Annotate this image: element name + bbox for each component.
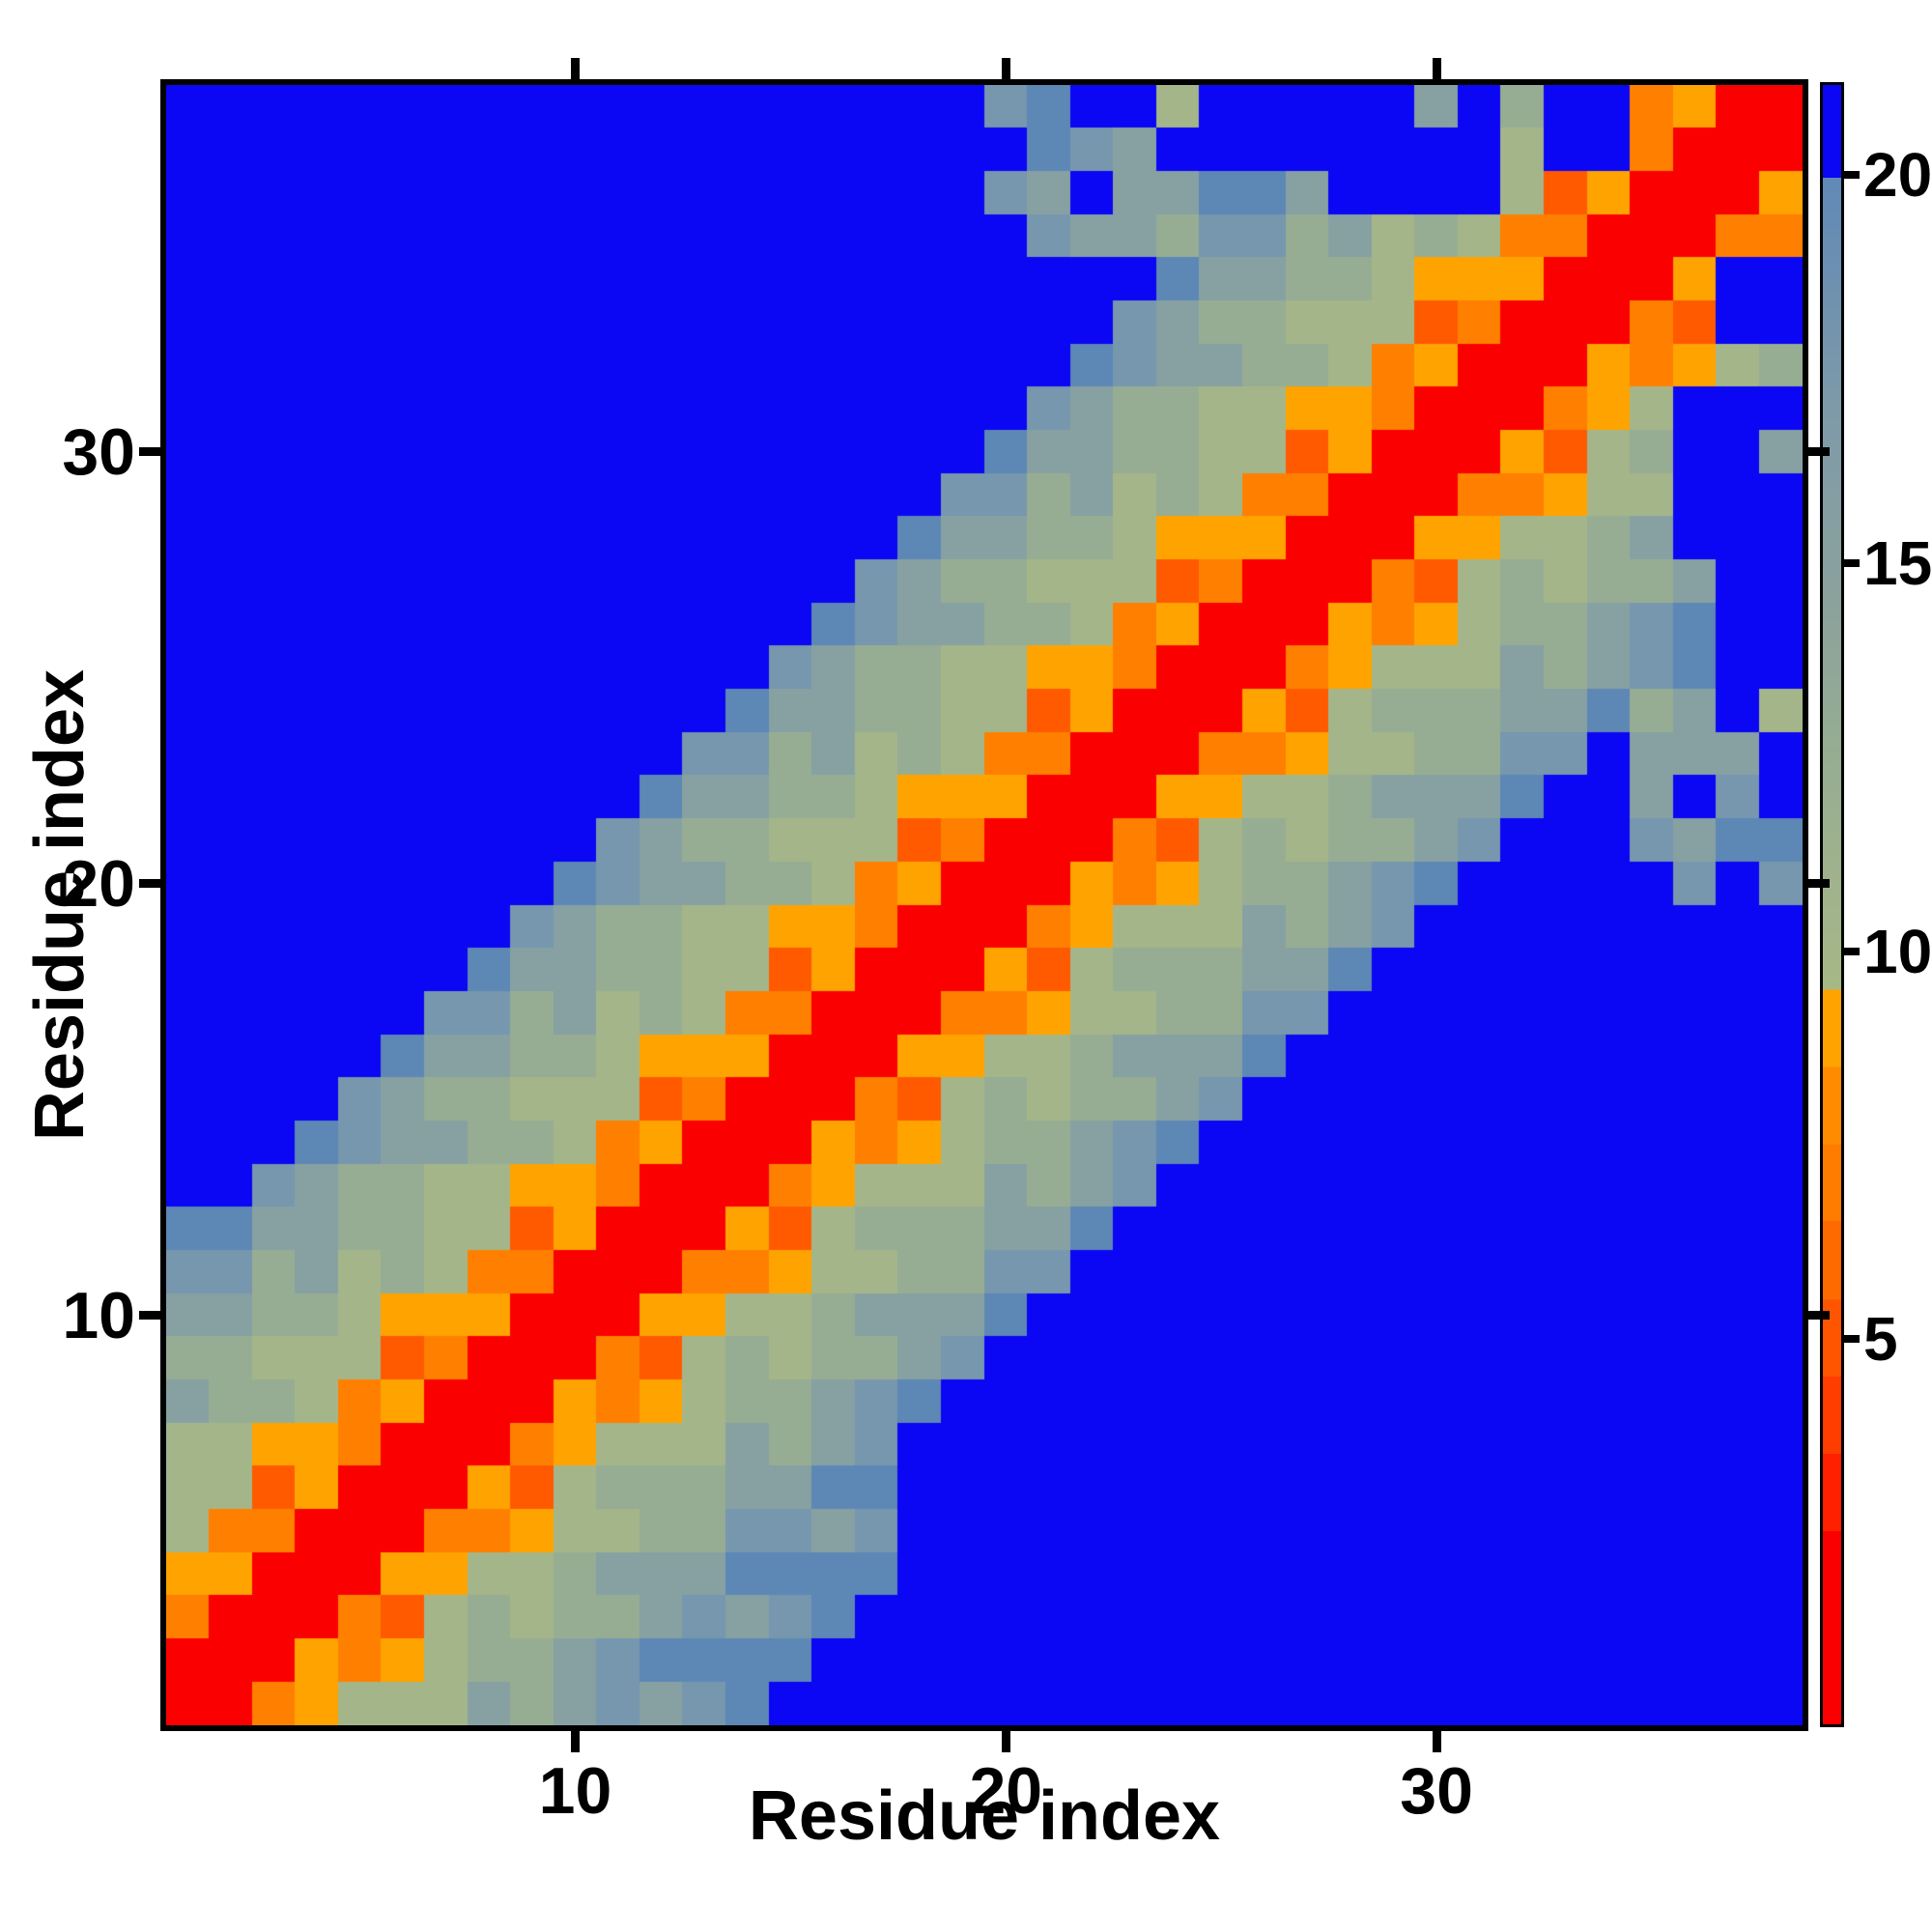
x-tick-10 [571, 1731, 580, 1752]
colorbar-gradient [1823, 85, 1841, 1724]
colorbar-tick-label-5: 5 [1863, 1304, 1898, 1375]
x-tick-label-10: 10 [538, 1754, 612, 1828]
colorbar-tick-label-10: 10 [1863, 916, 1932, 986]
x-tick-label-20: 20 [969, 1754, 1043, 1828]
colorbar-tick-10 [1844, 947, 1860, 955]
x-tick-label-30: 30 [1400, 1754, 1473, 1828]
colorbar-tick-5 [1844, 1335, 1860, 1344]
colorbar-tick-label-15: 15 [1863, 528, 1932, 599]
y-tick-30 [139, 447, 160, 457]
x-tick-30 [1432, 1731, 1441, 1752]
plot-frame [160, 79, 1808, 1731]
x-tick-top-10 [571, 58, 580, 79]
colorbar [1820, 82, 1844, 1727]
y-tick-label-10: 10 [62, 1278, 135, 1352]
y-tick-label-30: 30 [62, 414, 135, 489]
x-tick-20 [1001, 1731, 1010, 1752]
colorbar-tick-20 [1844, 171, 1860, 180]
colorbar-tick-label-20: 20 [1863, 140, 1932, 211]
y-tick-right-20 [1808, 879, 1830, 889]
x-axis-label: Residue index [748, 1777, 1221, 1855]
colorbar-tick-15 [1844, 559, 1860, 568]
y-tick-right-10 [1808, 1311, 1830, 1320]
y-tick-right-30 [1808, 447, 1830, 457]
y-tick-20 [139, 879, 160, 889]
x-tick-top-30 [1432, 58, 1441, 79]
heatmap-matrix [166, 85, 1803, 1725]
y-tick-10 [139, 1311, 160, 1320]
x-tick-top-20 [1001, 58, 1010, 79]
y-tick-label-20: 20 [62, 846, 135, 921]
